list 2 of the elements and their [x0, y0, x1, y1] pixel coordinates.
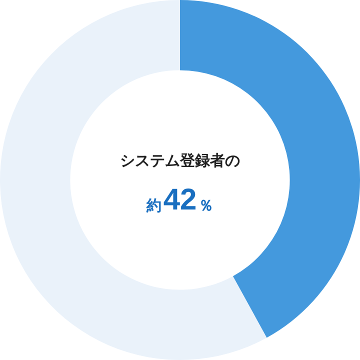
text: システム登録者の	[120, 152, 240, 170]
text: 約42％	[145, 184, 214, 216]
